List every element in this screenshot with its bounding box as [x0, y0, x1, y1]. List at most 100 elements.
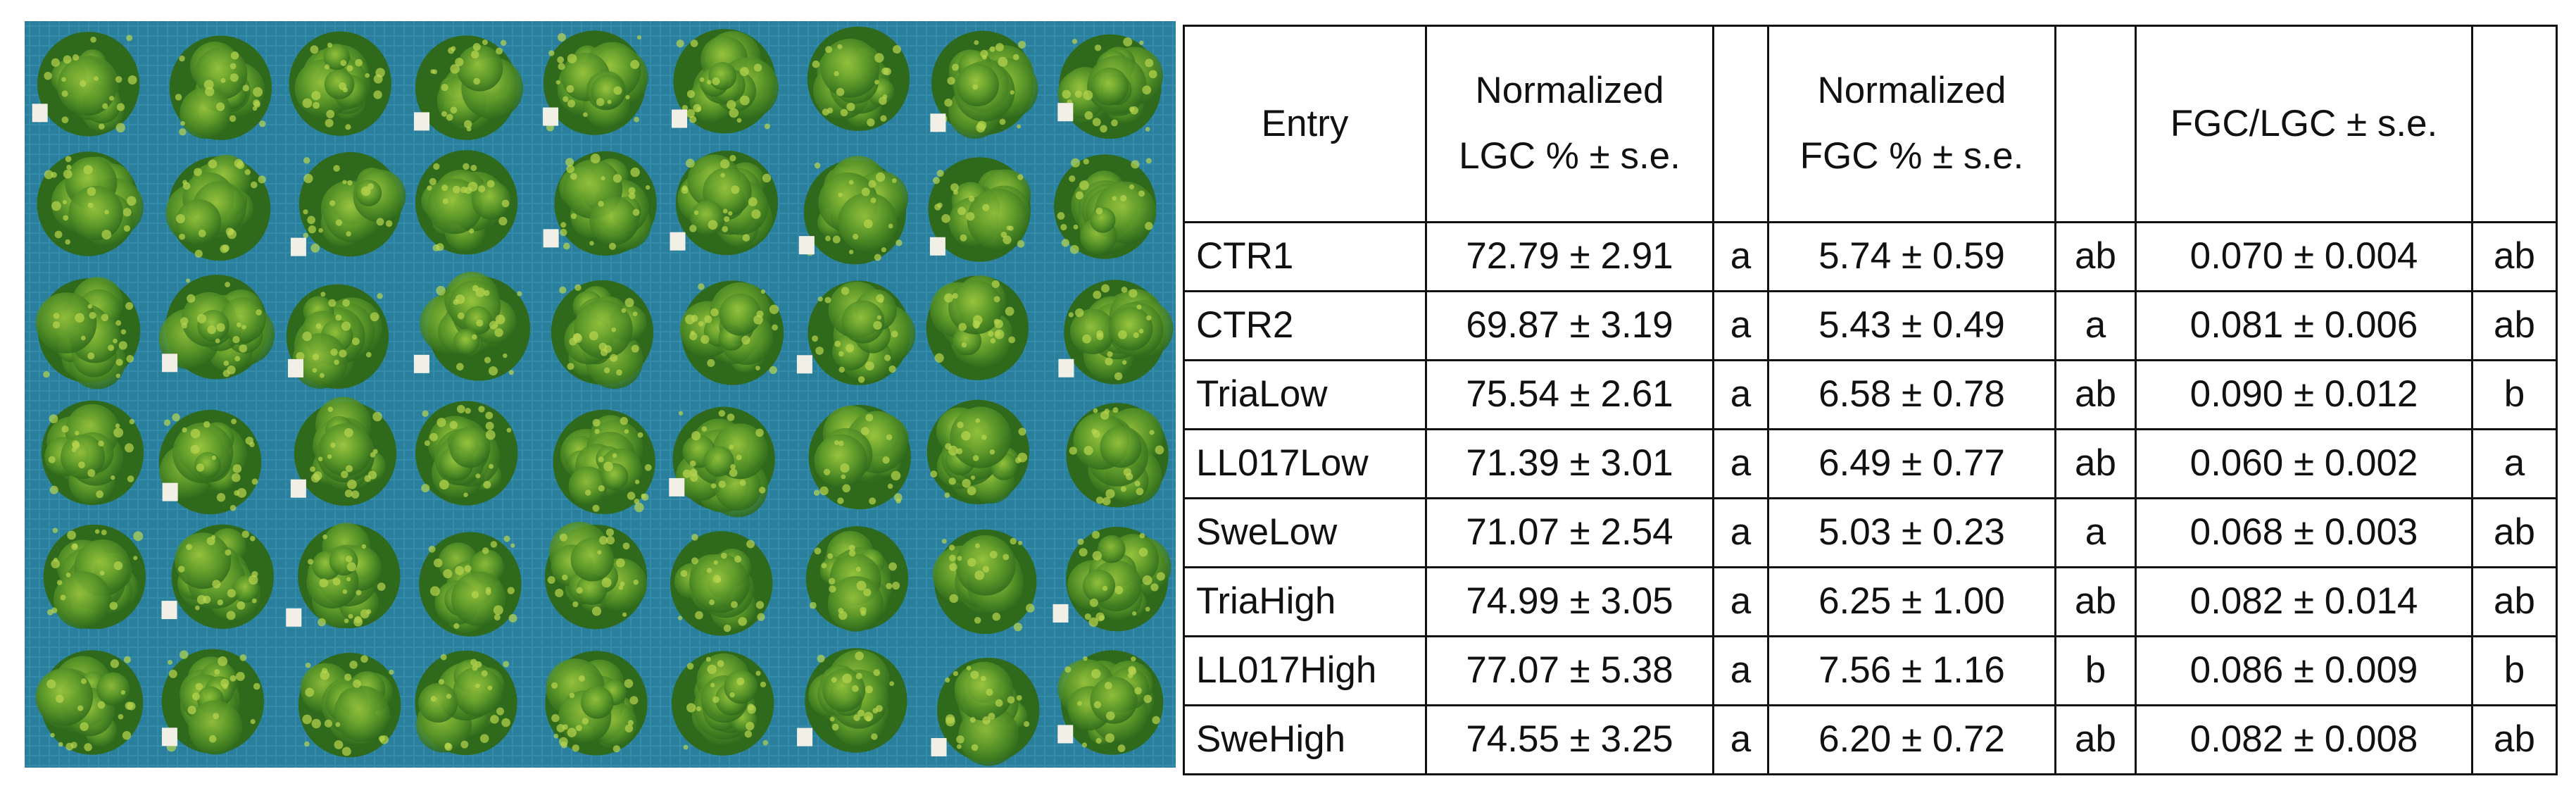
plot-label-tag [286, 608, 302, 627]
plant-plot [670, 531, 773, 636]
cell-ratio-letter: ab [2471, 704, 2558, 775]
plant-plot [673, 29, 779, 134]
cell-ratio: 0.090 ± 0.012 [2135, 359, 2473, 430]
table-row: LL017Low 71.39 ± 3.01 a 6.49 ± 0.77 ab 0.060 … [1183, 428, 2558, 499]
cell-lgc-letter: a [1712, 359, 1769, 430]
plant-plot [35, 277, 141, 389]
plot-label-tag [1057, 103, 1074, 122]
cell-lgc-letter: a [1712, 290, 1769, 361]
header-ratio-letter [2471, 25, 2558, 223]
plant-plot [808, 280, 916, 385]
cell-fgc-letter: a [2054, 290, 2137, 361]
plant-plot [675, 150, 779, 256]
results-table: Entry Normalized LGC % ± s.e. Normalized F… [1183, 25, 2558, 775]
plant-plot [932, 529, 1037, 635]
plant-plot [931, 30, 1038, 139]
plot-label-tag [930, 113, 946, 132]
plant-plot [805, 526, 909, 632]
header-lgc: Normalized LGC % ± s.e. [1425, 25, 1714, 223]
plant-plot [169, 35, 272, 140]
cell-ratio: 0.068 ± 0.003 [2135, 497, 2473, 568]
cell-fgc-letter: ab [2054, 566, 2137, 637]
cell-fgc: 6.20 ± 0.72 [1767, 704, 2056, 775]
cell-ratio: 0.086 ± 0.009 [2135, 635, 2473, 706]
cell-lgc-letter: a [1712, 566, 1769, 637]
cell-fgc: 6.58 ± 0.78 [1767, 359, 2056, 430]
plant-plot [43, 524, 146, 630]
plant-plot [672, 406, 775, 518]
plot-label-tag [929, 237, 945, 256]
plant-plot [554, 151, 657, 256]
plot-label-tag [1058, 358, 1074, 377]
table-row: SweLow 71.07 ± 2.54 a 5.03 ± 0.23 a 0.068 ± 0… [1183, 497, 2558, 568]
plant-plot [415, 401, 518, 506]
plot-label-tag [543, 229, 559, 248]
cell-ratio-letter: b [2471, 635, 2558, 706]
plant-plot [298, 523, 401, 629]
header-entry: Entry [1183, 25, 1427, 223]
cell-lgc: 71.07 ± 2.54 [1425, 497, 1714, 568]
plant-plot [1066, 403, 1169, 508]
cell-lgc-letter: a [1712, 497, 1769, 568]
plot-label-tag [931, 737, 947, 756]
cell-fgc-letter: ab [2054, 428, 2137, 499]
plant-plot [161, 649, 264, 755]
plant-plot [294, 396, 397, 506]
header-lgc-letter [1712, 25, 1769, 223]
table-row: CTR2 69.87 ± 3.19 a 5.43 ± 0.49 a 0.081 ± 0.0… [1183, 290, 2558, 361]
plant-plot [544, 521, 648, 630]
cell-fgc-letter: b [2054, 635, 2137, 706]
plant-plot [1066, 527, 1171, 632]
cell-fgc-letter: a [2054, 497, 2137, 568]
plant-plot [671, 651, 774, 756]
plant-plot [298, 652, 401, 758]
cell-fgc-letter: ab [2054, 704, 2137, 775]
plot-label-tag [798, 236, 815, 255]
plot-label-tag [1053, 604, 1069, 623]
plant-plot [543, 30, 648, 135]
plant-plot [37, 151, 144, 256]
plant-plot [1057, 650, 1164, 755]
plant-plot [1064, 280, 1174, 385]
cell-lgc-letter: a [1712, 221, 1769, 292]
table-body: CTR1 72.79 ± 2.91 a 5.74 ± 0.59 ab 0.070 ± 0.… [1183, 221, 2558, 775]
cell-ratio: 0.082 ± 0.014 [2135, 566, 2473, 637]
plot-label-tag [669, 477, 685, 497]
plot-label-tag [290, 237, 306, 256]
plant-plot [289, 31, 391, 136]
cell-fgc: 5.43 ± 0.49 [1767, 290, 2056, 361]
field-plots-photo [25, 21, 1176, 768]
table-header-row: Entry Normalized LGC % ± s.e. Normalized F… [1183, 25, 2558, 223]
field-plots-illustration [25, 21, 1176, 768]
cell-ratio-letter: b [2471, 359, 2558, 430]
plot-label-tag [287, 358, 303, 377]
plant-plot [35, 650, 144, 755]
cell-lgc: 69.87 ± 3.19 [1425, 290, 1714, 361]
cell-ratio: 0.070 ± 0.004 [2135, 221, 2473, 292]
cell-lgc: 75.54 ± 2.61 [1425, 359, 1714, 430]
cell-lgc: 74.55 ± 3.25 [1425, 704, 1714, 775]
cell-entry: CTR2 [1183, 290, 1427, 361]
cell-entry: LL017High [1183, 635, 1427, 706]
plant-plot [165, 154, 271, 261]
cell-lgc-letter: a [1712, 428, 1769, 499]
plot-label-tag [797, 728, 813, 747]
plant-plot [553, 409, 655, 515]
cell-ratio-letter: ab [2471, 497, 2558, 568]
plant-plot [807, 26, 910, 132]
cell-entry: LL017Low [1183, 428, 1427, 499]
cell-fgc: 6.25 ± 1.00 [1767, 566, 2056, 637]
cell-lgc: 72.79 ± 2.91 [1425, 221, 1714, 292]
plant-plot [37, 32, 140, 137]
plot-label-tag [161, 601, 177, 620]
plot-label-tag [413, 354, 429, 373]
header-fgc-letter [2054, 25, 2137, 223]
plant-plot [419, 532, 522, 637]
plant-plot [415, 650, 517, 756]
table-row: TriaLow 75.54 ± 2.61 a 6.58 ± 0.78 ab 0.090 ±… [1183, 359, 2558, 430]
cell-fgc: 6.49 ± 0.77 [1767, 428, 2056, 499]
plot-label-tag [796, 355, 812, 374]
cell-ratio-letter: ab [2471, 566, 2558, 637]
plant-plot [928, 157, 1031, 262]
cell-ratio-letter: ab [2471, 290, 2558, 361]
